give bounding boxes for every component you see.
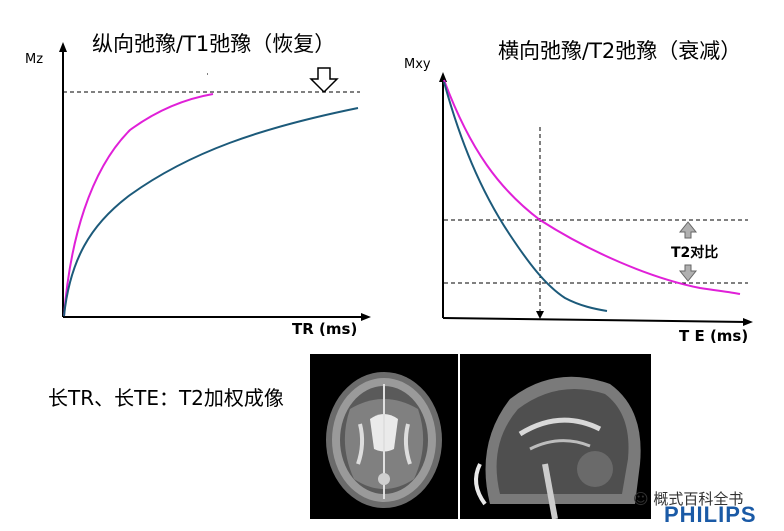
- left-chart-title: 纵向弛豫/T1弛豫（恢复）: [92, 32, 336, 56]
- mri-sagittal-image: [460, 354, 651, 519]
- down-arrow-icon: [309, 67, 339, 94]
- right-chart-x-label: T E (ms): [679, 327, 749, 345]
- right-chart-y-label: Mxy: [404, 57, 431, 72]
- left-chart-y-label: Mz: [25, 52, 44, 67]
- left-chart-x-label: TR (ms): [292, 320, 358, 338]
- mri-axial-image: [310, 354, 458, 519]
- t2-weighted-caption: 长TR、长TE：T2加权成像: [48, 386, 284, 410]
- left-curve-teal: [63, 107, 359, 317]
- left-chart-axes: [59, 42, 371, 321]
- right-chart-axes: [439, 72, 753, 326]
- right-curve-magenta: [443, 79, 741, 295]
- right-curve-teal: [443, 81, 608, 312]
- left-curve-magenta: [63, 93, 214, 317]
- t2-contrast-label: T2对比: [671, 245, 719, 261]
- wechat-icon: ☺: [633, 490, 649, 508]
- right-chart-title: 横向弛豫/T2弛豫（衰减）: [498, 39, 742, 63]
- philips-logo: PHILIPS: [664, 502, 757, 527]
- watermark-text: ☺ 概式百科全书: [633, 490, 744, 508]
- contrast-arrows-icon: [678, 221, 698, 282]
